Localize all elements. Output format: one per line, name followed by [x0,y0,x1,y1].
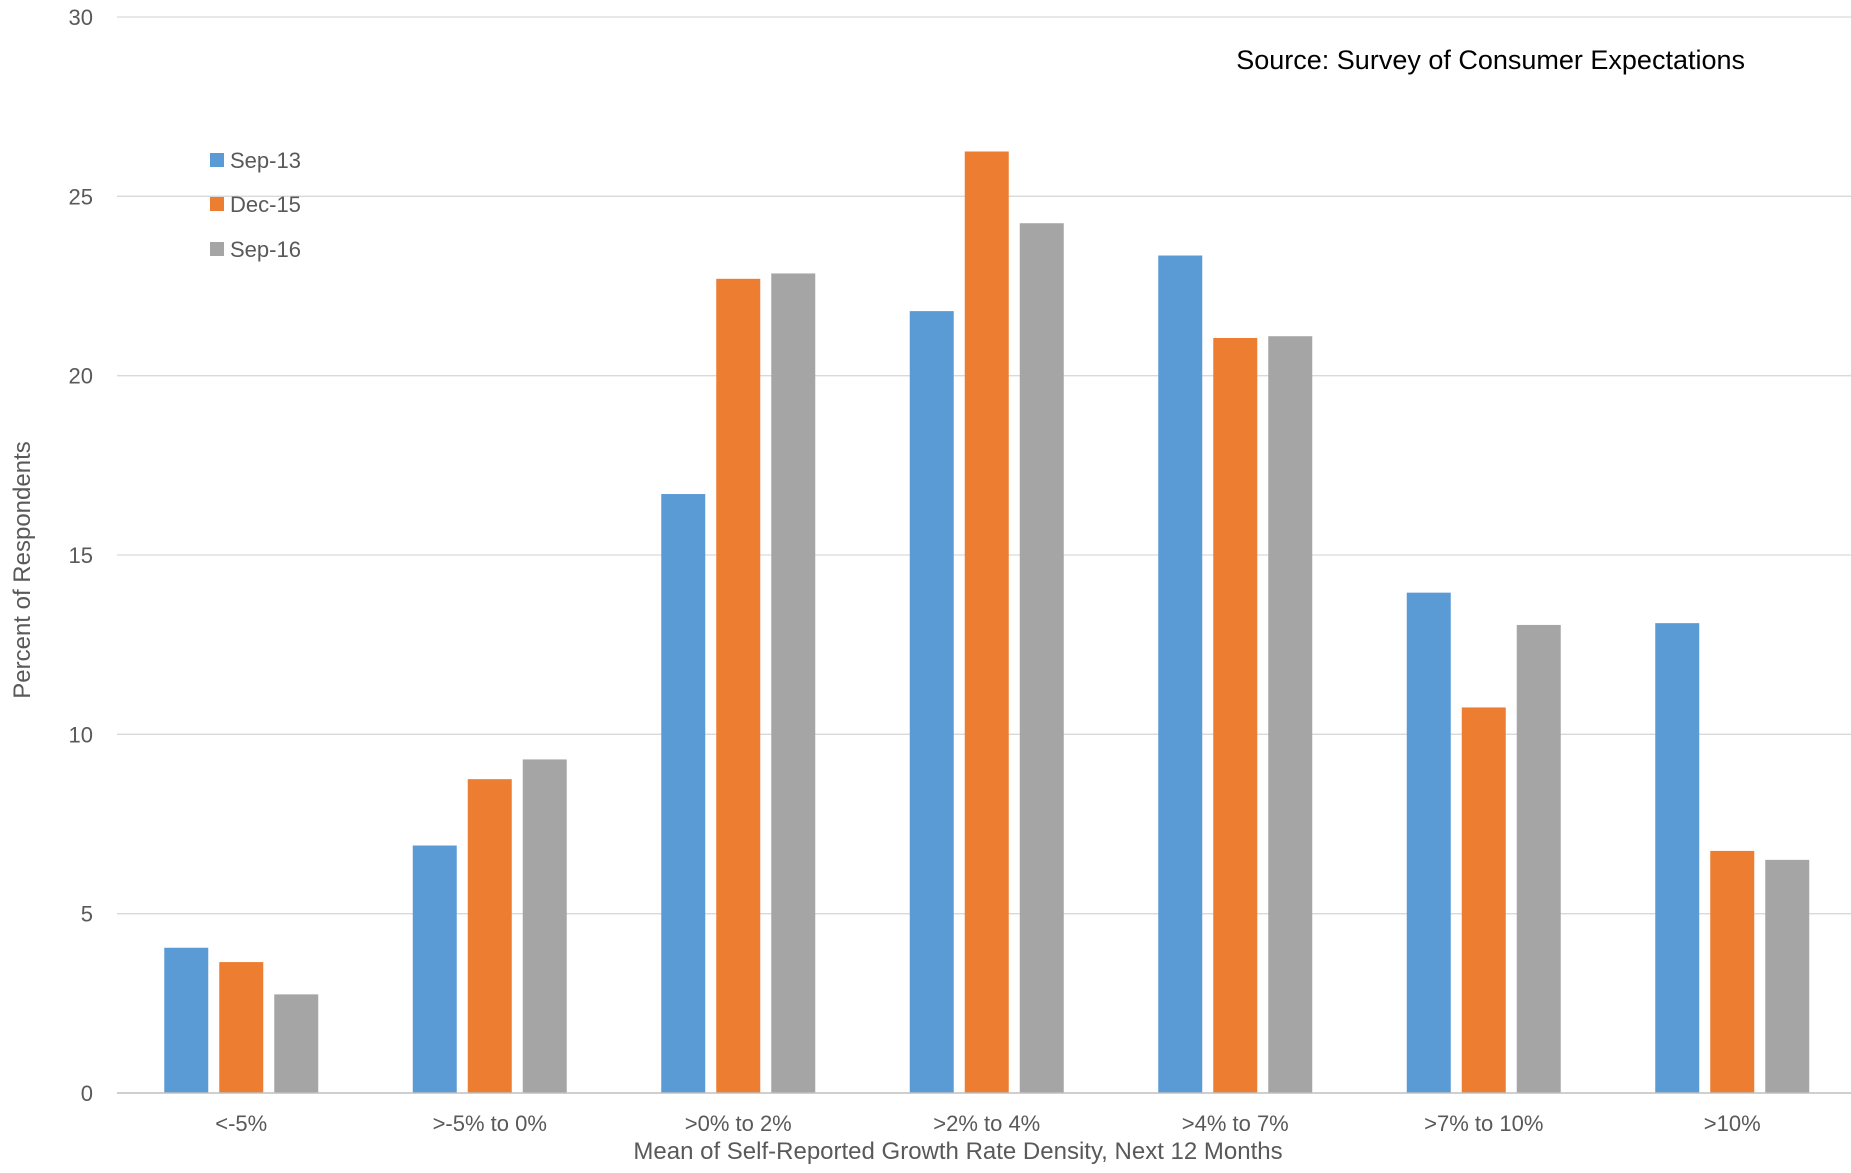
bar-dec-15-6 [1461,707,1506,1093]
legend: Sep-13 Dec-15 Sep-16 [210,148,301,262]
source-annotation: Source: Survey of Consumer Expectations [1236,45,1745,75]
x-tick-label: >10% [1704,1111,1761,1136]
bar-sep-16-6 [1516,624,1561,1093]
bar-sep-16-4 [1019,223,1064,1093]
y-tick-label: 15 [69,543,93,568]
bar-sep-16-2 [522,759,567,1093]
x-tick-label: >-5% to 0% [433,1111,547,1136]
bar-sep-16-1 [274,994,319,1093]
bar-dec-15-1 [219,962,264,1093]
y-tick-label: 5 [81,902,93,927]
bar-sep-13-5 [1158,255,1203,1094]
legend-label-dec-15: Dec-15 [230,192,301,217]
bars [164,151,1810,1094]
bar-dec-15-3 [716,278,761,1093]
x-tick-label: >7% to 10% [1424,1111,1543,1136]
bar-sep-13-1 [164,947,209,1093]
bar-sep-16-3 [771,273,816,1093]
legend-label-sep-16: Sep-16 [230,237,301,262]
y-tick-label: 10 [69,722,93,747]
y-axis-title: Percent of Respondents [9,441,36,699]
legend-swatch-sep-16 [210,242,224,256]
x-tick-label: >0% to 2% [685,1111,792,1136]
bar-sep-13-3 [661,494,706,1093]
bar-sep-13-2 [412,845,457,1093]
bar-dec-15-2 [467,779,512,1093]
y-tick-label: 30 [69,5,93,30]
x-tick-label: >4% to 7% [1182,1111,1289,1136]
bar-sep-13-4 [909,311,954,1093]
legend-label-sep-13: Sep-13 [230,148,301,173]
bar-dec-15-5 [1213,338,1258,1093]
x-tick-label: <-5% [215,1111,267,1136]
bar-sep-16-7 [1765,859,1810,1093]
x-axis: <-5% >-5% to 0% >0% to 2% >2% to 4% >4% to 7… [215,1111,1760,1136]
bar-dec-15-7 [1710,850,1755,1093]
y-tick-label: 25 [69,184,93,209]
legend-swatch-sep-13 [210,153,224,167]
y-tick-label: 20 [69,364,93,389]
bar-sep-13-6 [1406,592,1451,1093]
bar-sep-16-5 [1268,336,1313,1093]
y-tick-label: 0 [81,1081,93,1106]
bar-dec-15-4 [964,151,1009,1093]
bar-sep-13-7 [1655,623,1700,1093]
y-axis: 0 5 10 15 20 25 30 [69,5,1851,1106]
x-tick-label: >2% to 4% [933,1111,1040,1136]
legend-swatch-dec-15 [210,197,224,211]
x-axis-title: Mean of Self-Reported Growth Rate Densit… [633,1138,1282,1165]
